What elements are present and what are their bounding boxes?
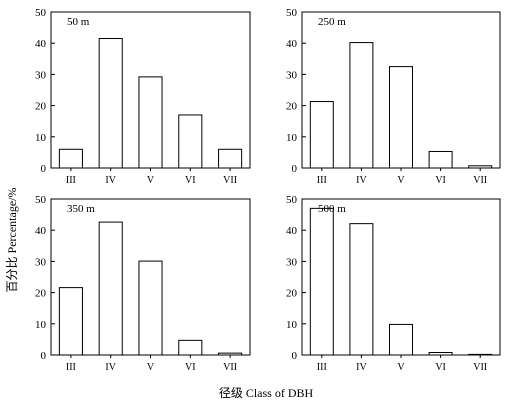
y-tick-label: 50	[35, 194, 47, 206]
y-tick-label: 10	[286, 132, 298, 144]
x-tick-label: VII	[473, 362, 487, 373]
y-tick-label: 0	[292, 163, 298, 175]
bar	[428, 150, 453, 169]
bar	[309, 207, 334, 356]
bar	[468, 353, 493, 356]
y-tick-label: 50	[286, 194, 298, 206]
bar	[98, 38, 123, 169]
bar	[178, 339, 203, 356]
x-tick-label: IV	[105, 362, 116, 373]
x-tick-label: III	[317, 362, 327, 373]
x-tick-label: IV	[356, 175, 367, 186]
x-tick-label: IV	[356, 362, 367, 373]
bar	[98, 221, 123, 356]
bar	[309, 101, 334, 169]
chart-panel: 0 10 20 30 40 50 III IV V VI VII 50 m	[35, 7, 251, 186]
bar	[58, 287, 83, 356]
y-tick-label: 30	[35, 69, 47, 81]
x-tick-label: VII	[473, 175, 487, 186]
y-tick-label: 20	[35, 288, 47, 300]
bar	[58, 148, 83, 169]
x-tick-label: VI	[435, 175, 446, 186]
y-tick-label: 30	[286, 69, 298, 81]
bar	[428, 352, 453, 356]
x-tick-label: III	[66, 175, 76, 186]
y-tick-label: 40	[286, 225, 298, 237]
y-tick-label: 50	[286, 7, 298, 19]
bar	[349, 223, 374, 356]
bar	[389, 323, 413, 356]
x-axis-title: 径级 Class of DBH	[219, 386, 314, 400]
chart-panel: 0 10 20 30 40 50 III IV V VI VII 500 m	[286, 194, 501, 373]
panel-label: 500 m	[318, 203, 346, 215]
y-tick-label: 30	[286, 256, 298, 268]
chart-panels: 0 10 20 30 40 50 III IV V VI VII 50 m 0 10 20 30 40 50 III…	[35, 7, 501, 373]
x-tick-label: V	[147, 362, 155, 373]
y-axis-title: 百分比 Percentage/%	[5, 188, 19, 293]
x-tick-label: VI	[435, 362, 446, 373]
y-tick-label: 10	[35, 132, 47, 144]
panel-label: 50 m	[67, 16, 90, 28]
bar	[468, 165, 493, 169]
x-tick-label: V	[397, 175, 405, 186]
x-tick-label: VI	[185, 362, 196, 373]
bar	[138, 76, 163, 169]
x-tick-label: III	[66, 362, 76, 373]
bar	[218, 148, 243, 169]
y-tick-label: 0	[41, 350, 47, 362]
x-tick-label: VII	[223, 175, 237, 186]
x-tick-label: V	[397, 362, 405, 373]
x-tick-label: V	[147, 175, 155, 186]
chart-panel: 0 10 20 30 40 50 III IV V VI VII 250 m	[286, 7, 501, 186]
y-tick-label: 30	[35, 256, 47, 268]
bar	[218, 352, 243, 356]
y-tick-label: 40	[286, 38, 298, 50]
bar	[389, 66, 413, 169]
x-tick-label: VI	[185, 175, 196, 186]
y-tick-label: 40	[35, 225, 47, 237]
y-tick-label: 40	[35, 38, 47, 50]
y-tick-label: 20	[35, 101, 47, 113]
y-tick-label: 0	[41, 163, 47, 175]
y-tick-label: 20	[286, 101, 298, 113]
y-tick-label: 10	[286, 319, 298, 331]
x-tick-label: IV	[105, 175, 116, 186]
bar	[138, 260, 163, 356]
chart-panel: 0 10 20 30 40 50 III IV V VI VII 350 m	[35, 194, 251, 373]
y-tick-label: 10	[35, 319, 47, 331]
y-tick-label: 50	[35, 7, 47, 19]
y-tick-label: 20	[286, 288, 298, 300]
x-tick-label: VII	[223, 362, 237, 373]
bar	[178, 114, 203, 169]
panel-label: 250 m	[318, 16, 346, 28]
bar	[349, 42, 374, 169]
y-tick-label: 0	[292, 350, 298, 362]
panel-label: 350 m	[67, 203, 95, 215]
x-tick-label: III	[317, 175, 327, 186]
